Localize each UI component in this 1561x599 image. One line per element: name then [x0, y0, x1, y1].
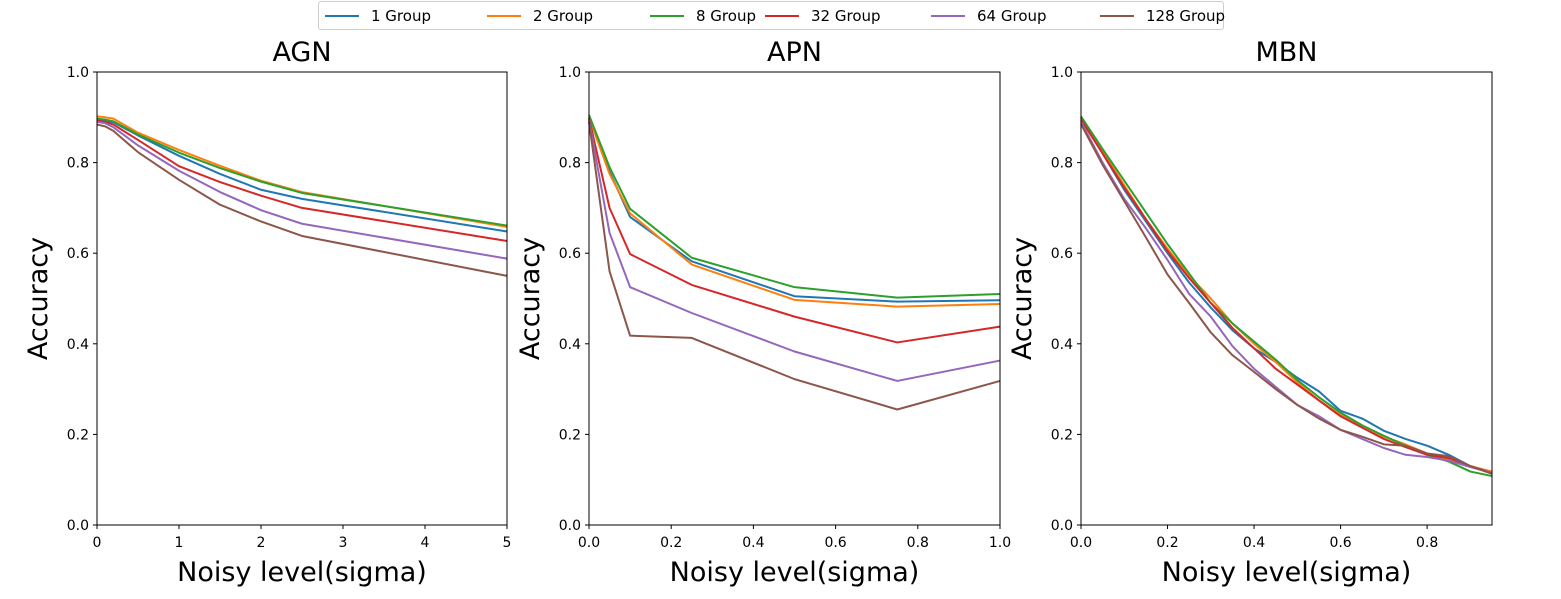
legend-label: 64 Group: [977, 6, 1047, 25]
y-tick-label: 0.4: [67, 337, 89, 353]
x-tick-label: 0.4: [1243, 535, 1265, 551]
legend-swatch: [1100, 14, 1134, 17]
series-line: [588, 119, 1001, 382]
legend-item: 64 Group: [931, 2, 1047, 29]
x-tick-label: 0: [93, 535, 102, 551]
series-line: [588, 116, 1001, 308]
legend-swatch: [765, 14, 799, 17]
series-line: [588, 114, 1001, 299]
y-tick-label: 1.0: [1051, 65, 1073, 81]
y-tick-label: 0.8: [1051, 156, 1073, 172]
y-tick-label: 0.0: [67, 518, 89, 534]
series-line: [96, 123, 508, 277]
legend-label: 32 Group: [811, 6, 881, 25]
y-tick-label: 0.2: [1051, 427, 1073, 443]
y-tick-label: 0.2: [67, 427, 89, 443]
x-tick-label: 0.0: [1070, 535, 1092, 551]
y-tick-label: 1.0: [559, 65, 581, 81]
x-axis-label: Noisy level(sigma): [1162, 557, 1412, 588]
chart-legend: 1 Group 2 Group 8 Group 32 Group 64 Group 128…: [318, 1, 1225, 30]
series-line: [588, 121, 1001, 411]
series-line: [1080, 116, 1493, 473]
legend-label: 128 Group: [1146, 6, 1226, 25]
y-tick-label: 0.8: [67, 156, 89, 172]
y-tick-label: 0.4: [1051, 337, 1073, 353]
x-tick-label: 0.8: [907, 535, 929, 551]
y-tick-label: 0.8: [559, 156, 581, 172]
x-tick-label: 2: [257, 535, 266, 551]
legend-item: 8 Group: [650, 2, 756, 29]
series-line: [96, 118, 508, 233]
legend-item: 32 Group: [765, 2, 881, 29]
plot-frame: [96, 71, 508, 526]
chart-panel: 0.0 0.2 0.4 0.6 0.8 0.0 0.2 0.4 0.6 0.8 1.0 MBN Nois…: [1007, 37, 1493, 588]
plot-frame: [588, 71, 1001, 526]
chart-panel: 0 1 2 3 4 5 0.0 0.2 0.4 0.6 0.8 1.0 AGN Noisy level(s…: [23, 37, 511, 588]
series-line: [588, 117, 1001, 344]
x-axis-label: Noisy level(sigma): [670, 557, 920, 588]
legend-item: 2 Group: [487, 2, 593, 29]
series-line: [1080, 119, 1493, 474]
series-line: [1080, 121, 1493, 474]
x-tick-label: 0.2: [1156, 535, 1178, 551]
series-line: [588, 116, 1001, 303]
legend-label: 1 Group: [371, 6, 431, 25]
x-tick-label: 0.6: [1329, 535, 1351, 551]
x-tick-label: 0.8: [1416, 535, 1438, 551]
plot-frame: [1080, 71, 1493, 526]
x-tick-label: 3: [339, 535, 348, 551]
y-tick-label: 0.2: [559, 427, 581, 443]
series-line: [96, 119, 508, 242]
x-axis-label: Noisy level(sigma): [177, 557, 427, 588]
chart-title: MBN: [1255, 37, 1317, 68]
y-tick-label: 0.6: [559, 246, 581, 262]
chart-panel: 0.0 0.2 0.4 0.6 0.8 1.0 0.0 0.2 0.4 0.6 0.8 1.0 APN N…: [515, 37, 1011, 588]
series-line: [96, 115, 508, 228]
series-line: [96, 120, 508, 260]
legend-swatch: [325, 14, 359, 17]
x-tick-label: 0.2: [660, 535, 682, 551]
legend-item: 128 Group: [1100, 2, 1225, 29]
x-tick-label: 0.0: [578, 535, 600, 551]
x-tick-label: 0.6: [824, 535, 846, 551]
y-tick-label: 0.6: [1051, 246, 1073, 262]
y-tick-label: 0.0: [1051, 518, 1073, 534]
legend-item: 1 Group: [325, 2, 431, 29]
x-tick-label: 1.0: [989, 535, 1011, 551]
legend-swatch: [931, 14, 965, 17]
chart-title: APN: [767, 37, 822, 68]
legend-label: 2 Group: [533, 6, 593, 25]
series-line: [1080, 115, 1493, 478]
chart-title: AGN: [272, 37, 331, 68]
x-tick-label: 4: [421, 535, 430, 551]
series-line: [1080, 116, 1493, 474]
y-axis-label: Accuracy: [23, 237, 54, 360]
legend-label: 8 Group: [696, 6, 756, 25]
y-tick-label: 0.4: [559, 337, 581, 353]
y-tick-label: 0.6: [67, 246, 89, 262]
series-line: [96, 117, 508, 227]
y-axis-label: Accuracy: [1007, 237, 1038, 360]
legend-swatch: [487, 14, 521, 17]
legend-swatch: [650, 14, 684, 17]
x-tick-label: 5: [503, 535, 512, 551]
y-axis-label: Accuracy: [515, 237, 546, 360]
x-tick-label: 0.4: [742, 535, 764, 551]
y-tick-label: 0.0: [559, 518, 581, 534]
y-tick-label: 1.0: [67, 65, 89, 81]
x-tick-label: 1: [175, 535, 184, 551]
series-line: [1080, 123, 1493, 475]
